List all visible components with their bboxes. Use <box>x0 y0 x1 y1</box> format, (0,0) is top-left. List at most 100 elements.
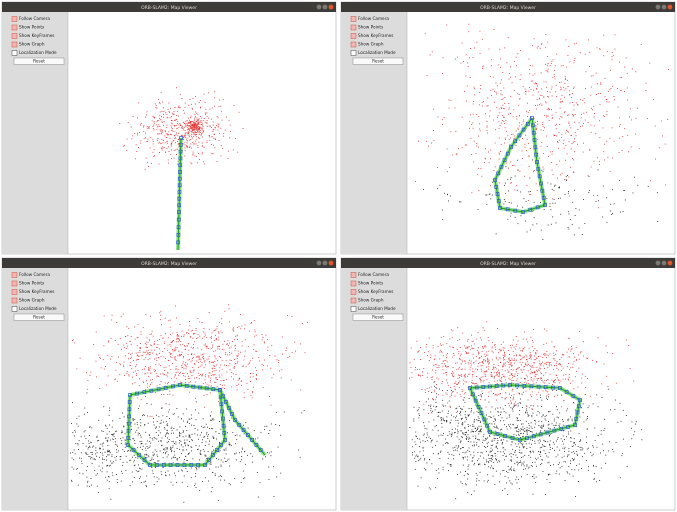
map-point <box>198 134 200 135</box>
map-point <box>165 333 167 335</box>
map-point <box>197 127 199 129</box>
checkbox[interactable] <box>350 16 357 22</box>
checkbox[interactable] <box>350 41 357 48</box>
map-point <box>187 131 189 133</box>
map-point <box>469 425 471 427</box>
map-point <box>414 457 416 459</box>
map-point <box>81 463 83 465</box>
map-point <box>182 430 184 432</box>
checkbox[interactable] <box>11 50 18 56</box>
map-point <box>164 358 166 359</box>
map-point <box>468 447 470 449</box>
reset-button[interactable] <box>352 313 404 321</box>
checkbox[interactable] <box>11 272 18 278</box>
map-point <box>608 101 610 103</box>
map-point <box>486 461 487 463</box>
window-control[interactable] <box>655 260 661 266</box>
map-point <box>162 142 164 144</box>
map-point <box>170 354 171 356</box>
map-point <box>532 365 533 367</box>
window-control[interactable] <box>322 4 328 10</box>
map-point <box>504 370 506 372</box>
map-point <box>179 448 181 450</box>
checkbox[interactable] <box>350 297 357 304</box>
checkbox[interactable] <box>11 16 18 22</box>
map-point <box>497 374 498 376</box>
map-point <box>214 374 216 375</box>
checkbox[interactable] <box>11 24 18 31</box>
map-point <box>121 432 122 434</box>
map-point <box>573 353 574 355</box>
checkbox[interactable] <box>350 24 357 31</box>
map-point <box>519 462 521 463</box>
map-point <box>460 418 462 419</box>
map-point <box>488 362 490 364</box>
map-point <box>140 140 142 142</box>
map-point <box>611 52 613 53</box>
window-control[interactable] <box>328 4 334 10</box>
map-point <box>223 448 225 450</box>
window-control[interactable] <box>316 4 322 10</box>
checkbox[interactable] <box>11 280 18 287</box>
map-point <box>613 140 615 142</box>
map-point <box>236 439 238 441</box>
checkbox[interactable] <box>350 289 357 295</box>
map-point <box>217 125 219 127</box>
checkbox[interactable] <box>11 33 18 39</box>
map-point <box>528 155 530 157</box>
map-point <box>219 321 220 323</box>
map-point <box>466 459 468 461</box>
checkbox[interactable] <box>350 306 357 312</box>
window-control[interactable] <box>655 4 661 10</box>
window-control[interactable] <box>322 260 328 266</box>
map-point <box>183 136 184 138</box>
map-point <box>637 184 639 186</box>
map-point <box>532 405 534 407</box>
map-point <box>181 366 183 368</box>
checkbox-label: Follow Camera <box>19 16 50 21</box>
window-control[interactable] <box>328 260 334 266</box>
map-point <box>146 486 147 488</box>
map-point <box>491 375 492 377</box>
map-point <box>526 431 528 433</box>
checkbox[interactable] <box>350 50 357 56</box>
map-point <box>177 334 178 335</box>
map-point <box>230 444 232 446</box>
map-point <box>547 441 549 443</box>
map-point <box>189 146 191 148</box>
map-point <box>467 468 469 470</box>
map-point <box>145 396 146 397</box>
map-point <box>86 372 87 374</box>
map-point <box>514 358 515 360</box>
map-point <box>422 371 423 373</box>
window-control[interactable] <box>661 4 667 10</box>
map-point <box>193 119 195 121</box>
window-control[interactable] <box>667 4 673 10</box>
map-point <box>91 484 92 486</box>
checkbox[interactable] <box>350 280 357 287</box>
map-point <box>436 406 438 407</box>
window-control[interactable] <box>661 260 667 266</box>
map-point <box>153 344 155 345</box>
map-point <box>483 65 485 67</box>
map-point <box>437 188 439 190</box>
checkbox[interactable] <box>11 297 18 304</box>
map-point <box>122 462 124 463</box>
reset-button[interactable] <box>352 57 404 65</box>
map-point <box>489 193 491 195</box>
map-point <box>205 364 206 366</box>
map-point <box>189 321 190 322</box>
reset-button[interactable] <box>13 313 65 321</box>
map-point <box>617 421 619 423</box>
checkbox[interactable] <box>350 33 357 39</box>
map-point <box>513 137 515 139</box>
checkbox[interactable] <box>11 41 18 48</box>
reset-button[interactable] <box>13 57 65 65</box>
map-point <box>609 170 611 172</box>
checkbox[interactable] <box>350 272 357 278</box>
window-control[interactable] <box>316 260 322 266</box>
window-control[interactable] <box>667 260 673 266</box>
checkbox[interactable] <box>11 289 18 295</box>
checkbox[interactable] <box>11 306 18 312</box>
map-point <box>307 321 308 323</box>
